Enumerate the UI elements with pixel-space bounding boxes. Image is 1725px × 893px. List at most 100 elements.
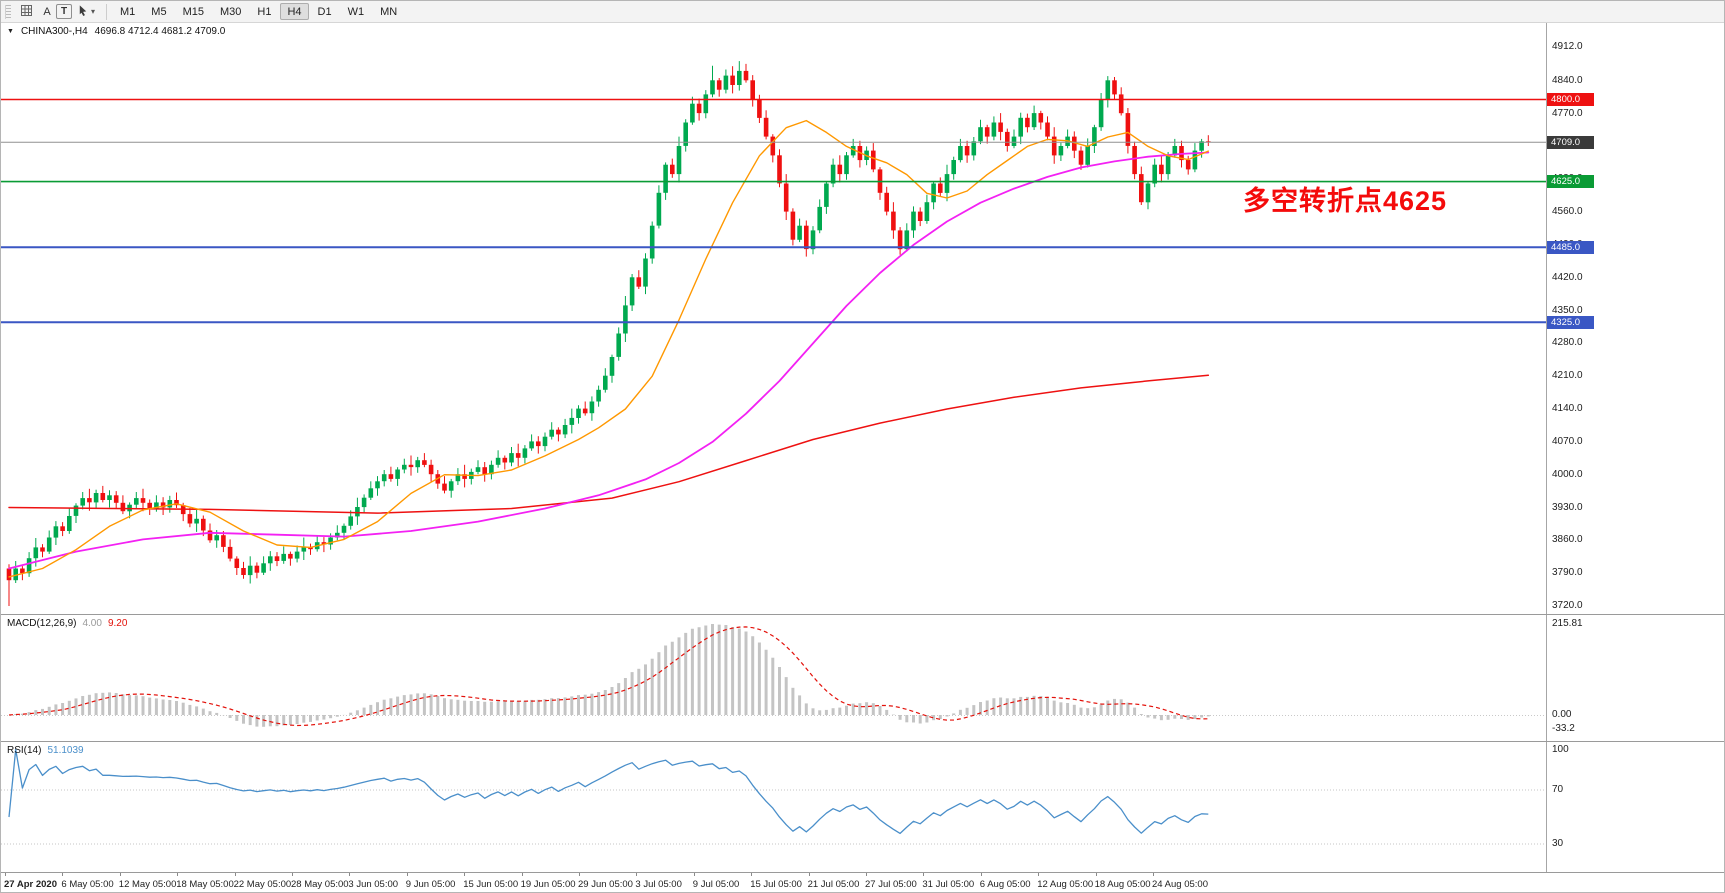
symbol-dropdown-arrow-icon[interactable]: ▼: [7, 28, 14, 35]
price-tick-label: 3930.0: [1552, 501, 1583, 513]
ohlc-values-text: 4696.8 4712.4 4681.2 4709.0: [94, 26, 226, 37]
macd-tick-label: 215.81: [1552, 618, 1583, 629]
ma-fast-line: [8, 119, 1210, 578]
time-label: 3 Jul 05:00: [635, 879, 682, 890]
timeframe-button-m5[interactable]: M5: [144, 3, 173, 20]
timeframe-button-w1[interactable]: W1: [341, 3, 372, 20]
price-line-tag: 4625.0: [1547, 175, 1594, 189]
macd-signal-line: [8, 626, 1209, 727]
timeframe-button-h1[interactable]: H1: [250, 3, 278, 20]
price-line-tag: 4800.0: [1547, 93, 1594, 107]
timeframe-button-m30[interactable]: M30: [213, 3, 248, 20]
time-tick: [406, 873, 408, 876]
time-tick: [292, 873, 293, 876]
time-label: 12 May 05:00: [118, 879, 177, 890]
time-tick: [980, 873, 982, 876]
price-tick-label: 3860.0: [1552, 534, 1583, 546]
timeframe-button-d1[interactable]: D1: [311, 3, 339, 20]
time-label: 15 Jul 05:00: [750, 879, 802, 890]
price-tick-label: 4280.0: [1552, 337, 1583, 349]
time-tick: [866, 873, 867, 876]
time-tick: [693, 873, 695, 876]
time-tick: [1153, 873, 1154, 876]
rsi-axis-border: [1546, 742, 1547, 872]
time-label: 21 Jul 05:00: [807, 879, 860, 890]
time-label: 18 May 05:00: [176, 879, 234, 890]
rsi-tick-label: 100: [1552, 743, 1569, 755]
time-tick: [1038, 873, 1040, 876]
rsi-name-text: RSI(14): [7, 745, 42, 756]
cursor-tool-dropdown[interactable]: ▾: [72, 3, 100, 21]
price-tick-label: 4770.0: [1552, 107, 1583, 119]
timeframe-button-m15[interactable]: M15: [176, 3, 211, 20]
price-tick-label: 4912.0: [1552, 41, 1583, 52]
time-tick: [636, 873, 638, 876]
macd-label: MACD(12,26,9) 4.00 9.20: [7, 618, 127, 629]
cursor-icon: [77, 4, 89, 20]
price-chart-panel[interactable]: ▼ CHINA300-,H4 4696.8 4712.4 4681.2 4709…: [1, 23, 1724, 614]
time-label: 31 Jul 05:00: [922, 879, 975, 890]
price-tick-label: 4560.0: [1552, 206, 1583, 218]
rsi-label: RSI(14) 51.1039: [7, 745, 84, 756]
time-label: 18 Aug 05:00: [1094, 879, 1151, 890]
symbol-ohlc-label: ▼ CHINA300-,H4 4696.8 4712.4 4681.2 4709…: [7, 26, 225, 37]
price-tick-label: 3790.0: [1552, 567, 1583, 579]
time-label: 9 Jul 05:00: [692, 879, 740, 890]
price-tick-label: 3720.0: [1552, 600, 1583, 611]
macd-histogram: [14, 624, 1210, 727]
rsi-line: [8, 748, 1209, 835]
time-label: 12 Aug 05:00: [1037, 879, 1094, 890]
time-label: 24 Aug 05:00: [1152, 879, 1208, 890]
time-label: 6 Aug 05:00: [979, 879, 1031, 890]
time-label: 28 May 05:00: [291, 879, 349, 890]
time-axis[interactable]: 27 Apr 2020 6 May 05:00 12 May 05:00 18 May…: [1, 872, 1724, 892]
macd-name-text: MACD(12,26,9): [7, 618, 77, 629]
time-tick: [62, 873, 64, 876]
time-label: 27 Jul 05:00: [865, 879, 917, 890]
grid-icon: [20, 4, 33, 20]
price-line-tag: 4709.0: [1547, 135, 1594, 149]
time-tick: [119, 873, 121, 876]
ma-slow-line: [8, 374, 1210, 514]
price-axis-border: [1546, 23, 1547, 614]
time-tick: [349, 873, 351, 876]
time-label: 29 Jun 05:00: [578, 879, 633, 890]
text-tool-button[interactable]: T: [56, 4, 72, 19]
rsi-tick-label: 30: [1552, 838, 1564, 849]
time-tick: [579, 873, 580, 876]
annotation-a-button[interactable]: A: [38, 3, 56, 21]
time-tick: [5, 873, 6, 876]
candles: [6, 61, 1211, 606]
time-label: 3 Jun 05:00: [348, 879, 399, 890]
timeframe-button-mn[interactable]: MN: [373, 3, 404, 20]
time-tick: [234, 873, 236, 876]
rsi-value-text: 51.1039: [47, 745, 84, 756]
toolbar-drag-handle[interactable]: [5, 4, 11, 19]
time-tick: [808, 873, 810, 876]
toolbar: A T ▾ M1 M5 M15 M30 H1 H4 D1 W1 MN: [1, 1, 1724, 23]
timeframe-button-h4[interactable]: H4: [280, 3, 309, 20]
time-tick: [923, 873, 925, 876]
timeframe-button-m1[interactable]: M1: [113, 3, 142, 20]
time-label: 19 Jun 05:00: [520, 879, 576, 890]
chart-annotation-text: 多空转折点4625: [1243, 186, 1448, 216]
time-label: 9 Jun 05:00: [405, 879, 456, 890]
time-label: 15 Jun 05:00: [463, 879, 519, 890]
macd-panel[interactable]: MACD(12,26,9) 4.00 9.20 215.81 0.00 -33.2: [1, 614, 1724, 741]
time-tick: [177, 873, 179, 876]
time-tick: [1095, 873, 1097, 876]
time-tick: [464, 873, 466, 876]
grid-tool-button[interactable]: [15, 3, 38, 21]
macd-tick-label: 0.00: [1552, 709, 1572, 720]
macd-tick-label: -33.2: [1552, 722, 1575, 734]
macd-main-value: 4.00: [82, 618, 102, 629]
timeframe-group: M1 M5 M15 M30 H1 H4 D1 W1 MN: [113, 3, 404, 20]
time-tick: [521, 873, 523, 876]
toolbar-separator: [106, 3, 108, 20]
candlestick-plot[interactable]: [1, 23, 1546, 614]
rsi-panel[interactable]: RSI(14) 51.1039 100 70 30: [1, 741, 1724, 872]
rsi-plot: [1, 748, 1546, 845]
price-tick-label: 4350.0: [1552, 304, 1583, 316]
macd-plot: [1, 624, 1546, 727]
